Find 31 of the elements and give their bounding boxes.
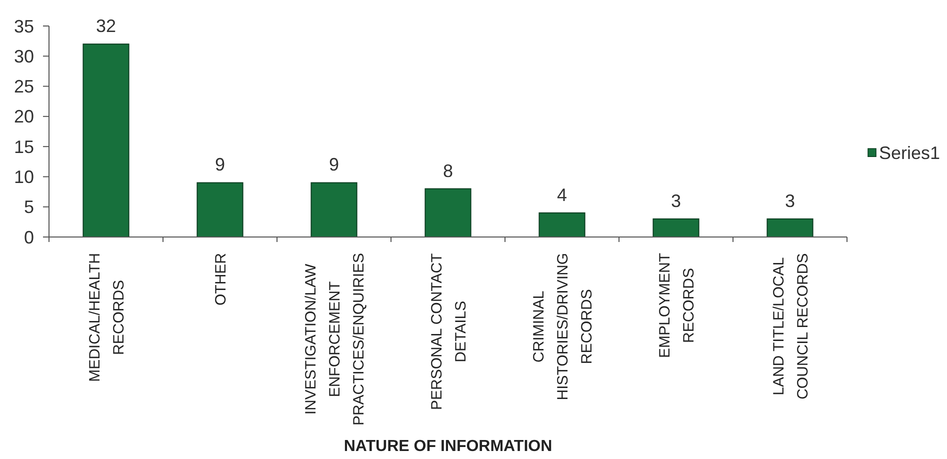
y-tick-label: 10 bbox=[14, 167, 34, 188]
data-label: 8 bbox=[442, 160, 454, 181]
y-tick-label: 25 bbox=[14, 76, 34, 97]
y-tick-label: 20 bbox=[14, 106, 34, 127]
y-tick-label: 5 bbox=[24, 197, 34, 218]
data-label: 9 bbox=[214, 154, 226, 175]
bar bbox=[196, 182, 244, 238]
bar bbox=[82, 44, 130, 238]
legend-label: Series1 bbox=[879, 142, 940, 163]
data-label: 4 bbox=[556, 184, 568, 205]
bar bbox=[652, 218, 700, 238]
x-tick-label: PERSONAL CONTACT DETAILS bbox=[428, 253, 470, 410]
bar bbox=[766, 218, 814, 238]
y-tick-label: 15 bbox=[14, 136, 34, 157]
data-label: 3 bbox=[784, 190, 796, 211]
data-label: 9 bbox=[328, 154, 340, 175]
bar bbox=[424, 188, 472, 238]
x-tick-label: CRIMINAL HISTORIES/DRIVING RECORDS bbox=[530, 253, 596, 400]
data-label: 3 bbox=[670, 190, 682, 211]
x-tick-label: MEDICAL/HEALTH RECORDS bbox=[86, 252, 128, 382]
x-tick-label: OTHER bbox=[212, 252, 230, 306]
y-tick-label: 35 bbox=[14, 16, 34, 36]
bar bbox=[538, 212, 586, 238]
data-label: 32 bbox=[96, 16, 116, 36]
x-tick-label: INVESTIGATION/LAW ENFORCEMENT PRACTICES/ENQUIRIES bbox=[302, 253, 368, 426]
y-tick-label: 0 bbox=[24, 227, 34, 248]
x-tick-label: EMPLOYMENT RECORDS bbox=[656, 253, 698, 358]
y-tick-label: 30 bbox=[14, 46, 34, 66]
x-axis-title: NATURE OF INFORMATION bbox=[344, 438, 552, 455]
bar bbox=[310, 182, 358, 238]
x-tick-label: LAND TITLE/LOCAL COUNCIL RECORDS bbox=[770, 253, 812, 400]
